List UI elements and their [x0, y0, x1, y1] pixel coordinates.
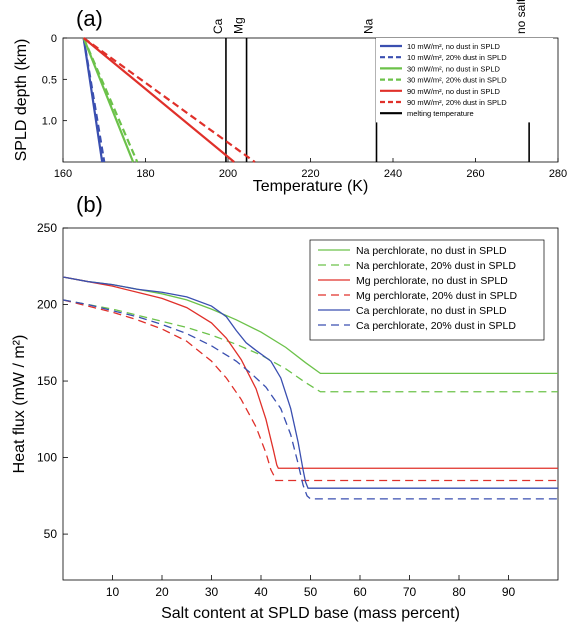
- x-axis-label-a: Temperature (K): [253, 178, 369, 195]
- x-tick-label-b: 90: [502, 585, 516, 599]
- melting-line-label: Mg: [232, 17, 246, 34]
- legend-entry-a: 30 mW/m², no dust in SPLD: [407, 64, 501, 73]
- y-tick-label-b: 100: [37, 451, 57, 465]
- x-tick-label-a: 200: [219, 168, 237, 180]
- legend-b: Na perchlorate, no dust in SPLD Na perchl…: [309, 239, 545, 341]
- x-tick-label-b: 80: [452, 585, 466, 599]
- x-tick-label-a: 220: [301, 168, 319, 180]
- legend-entry-a: 90 mW/m², no dust in SPLD: [407, 87, 501, 96]
- legend-entry-b: Mg perchlorate, 20% dust in SPLD: [356, 290, 518, 302]
- y-axis-label-b: Heat flux (mW / m²): [11, 335, 28, 474]
- legend-entry-a: 90 mW/m², 20% dust in SPLD: [407, 98, 507, 107]
- series-line-a: [82, 37, 135, 163]
- legend-entry-b: Mg perchlorate, no dust in SPLD: [356, 275, 508, 287]
- panel-label-b: (b): [76, 192, 103, 217]
- chart-b: 10 20 30 40 50 60 70 80 90 50 100 150 200 250 Salt con…: [11, 221, 559, 622]
- melting-line-label: no salts: [514, 0, 528, 34]
- x-tick-label-a: 240: [384, 168, 402, 180]
- melting-line-label: Na: [362, 18, 376, 34]
- series-line-b: [62, 276, 558, 469]
- legend-entry-b: Na perchlorate, no dust in SPLD: [356, 245, 507, 257]
- series-line-a: [82, 37, 139, 163]
- series-line-a: [82, 37, 106, 163]
- x-axis-label-b: Salt content at SPLD base (mass percent): [161, 605, 460, 622]
- legend-box-a: [376, 38, 553, 123]
- legend-entry-b: Ca perchlorate, 20% dust in SPLD: [356, 320, 516, 332]
- legend-entry-a: 10 mW/m², 20% dust in SPLD: [407, 53, 507, 62]
- x-tick-label-a: 280: [549, 168, 567, 180]
- x-tick-label-b: 40: [254, 585, 268, 599]
- x-tick-label-b: 30: [205, 585, 219, 599]
- x-tick-label-b: 60: [353, 585, 367, 599]
- y-tick-label-b: 200: [37, 298, 57, 312]
- y-tick-label-a: 0: [51, 33, 57, 45]
- x-tick-label-b: 10: [106, 585, 120, 599]
- series-line-a: [82, 37, 235, 163]
- x-tick-label-b: 70: [403, 585, 417, 599]
- panel-label-a: (a): [76, 6, 103, 31]
- y-tick-label-a: 1.0: [42, 116, 57, 128]
- legend-entry-b: Ca perchlorate, no dust in SPLD: [356, 305, 507, 317]
- chart-a: 160 180 200 220 240 260 280 0 0.5 1.0 Temperature …: [13, 0, 567, 195]
- series-line-a: [82, 37, 256, 163]
- y-tick-label-a: 0.5: [42, 74, 57, 86]
- x-tick-label-a: 160: [54, 168, 72, 180]
- series-line-b: [62, 276, 558, 489]
- series-line-b: [62, 299, 558, 500]
- series-line-b: [62, 299, 558, 393]
- legend-a: 10 mW/m², no dust in SPLD 10 mW/m², 20% d…: [376, 38, 553, 123]
- legend-box-b: [309, 239, 545, 341]
- y-tick-label-b: 150: [37, 374, 57, 388]
- melting-line-label: Ca: [211, 18, 225, 34]
- legend-entry-a: melting temperature: [407, 109, 474, 118]
- y-axis-label-a: SPLD depth (km): [13, 39, 30, 162]
- x-tick-label-b: 20: [155, 585, 169, 599]
- legend-entry-a: 30 mW/m², 20% dust in SPLD: [407, 76, 507, 85]
- x-tick-label-a: 260: [466, 168, 484, 180]
- x-tick-label-a: 180: [136, 168, 154, 180]
- y-tick-label-b: 50: [44, 527, 58, 541]
- series-line-b: [62, 299, 558, 482]
- y-tick-label-b: 250: [37, 221, 57, 235]
- legend-entry-a: 10 mW/m², no dust in SPLD: [407, 42, 501, 51]
- series-line-a: [82, 37, 104, 163]
- x-tick-label-b: 50: [304, 585, 318, 599]
- legend-entry-b: Na perchlorate, 20% dust in SPLD: [356, 260, 516, 272]
